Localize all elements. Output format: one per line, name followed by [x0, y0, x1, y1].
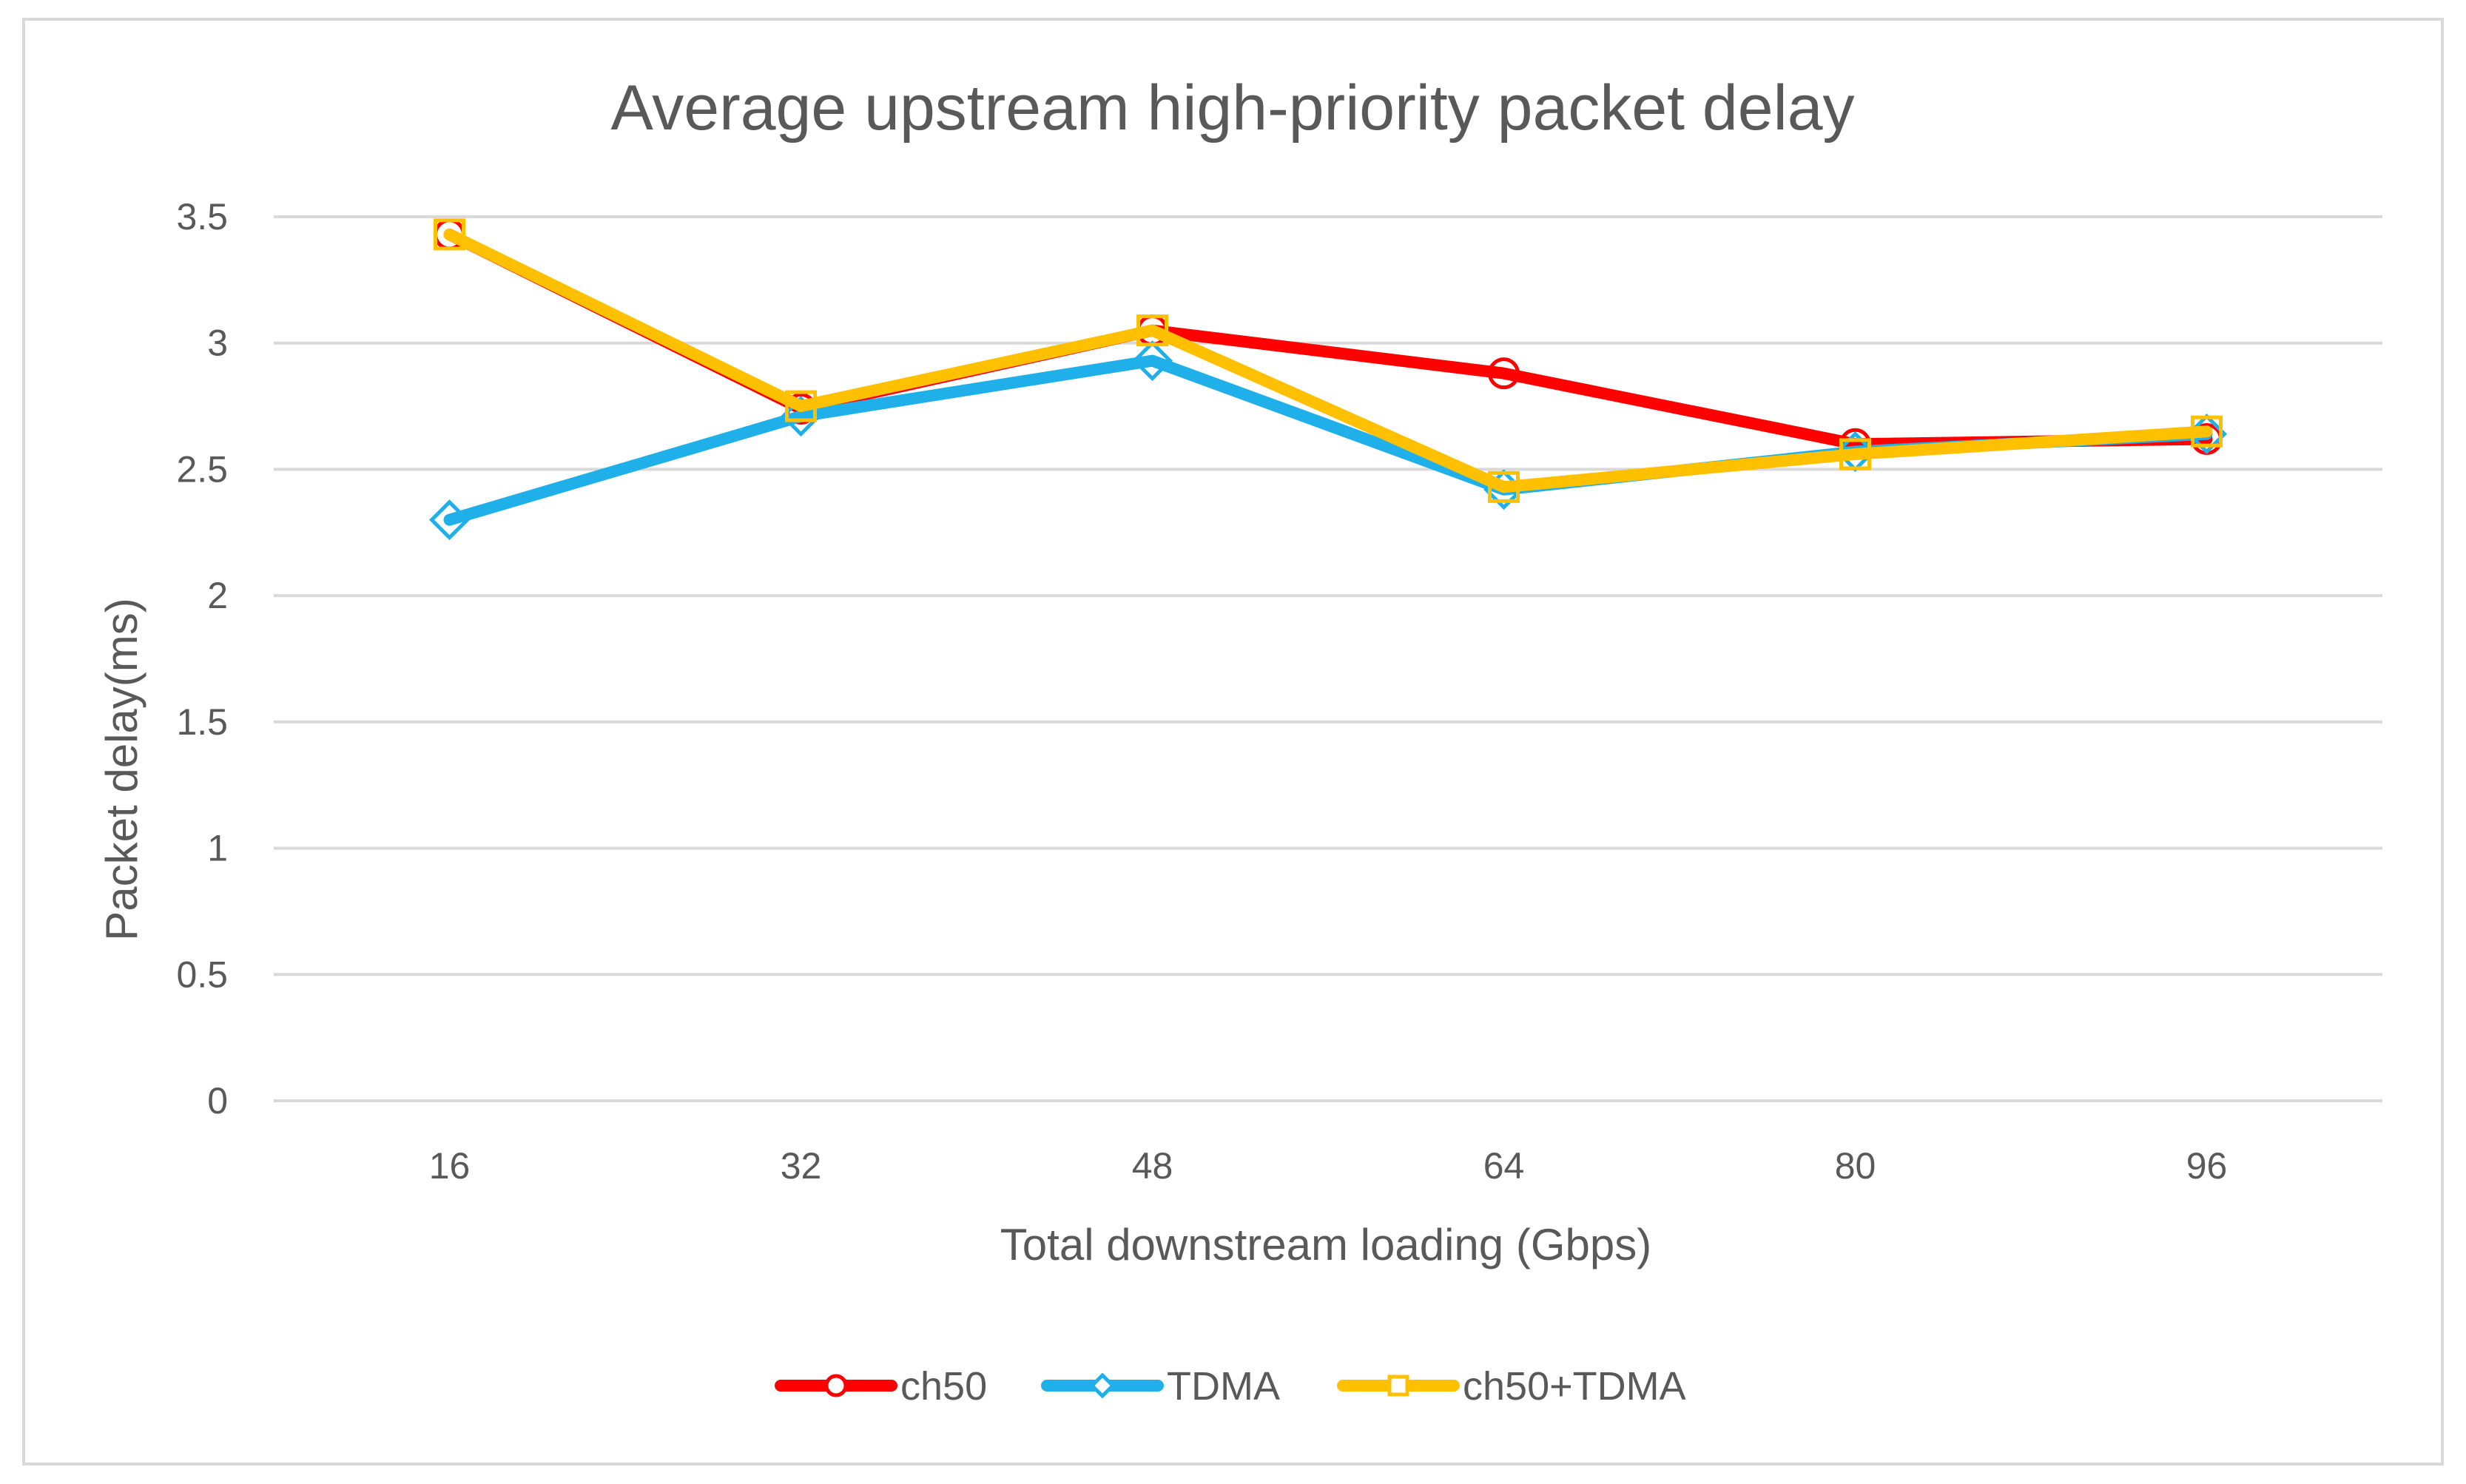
y-axis-label: Packet delay(ms) [97, 598, 146, 940]
data-series [428, 218, 2228, 541]
data-point-square-marker [785, 390, 817, 422]
y-tick-label: 2 [207, 575, 228, 616]
y-tick-label: 0 [207, 1080, 228, 1122]
series-line [443, 228, 2213, 493]
x-tick-label: 96 [2186, 1145, 2228, 1187]
y-axis-ticks: 0 0.5 1 1.5 2 2.5 3 3.5 [176, 196, 228, 1122]
data-point-diamond-marker [428, 499, 471, 541]
x-axis-ticks: 16 32 48 64 80 96 [429, 1145, 2228, 1187]
data-point-square-marker [1839, 438, 1871, 471]
legend-label: TDMA [1167, 1364, 1280, 1409]
gridlines [274, 215, 2382, 1102]
x-axis-label: Total downstream loading (Gbps) [1000, 1220, 1651, 1269]
y-tick-label: 0.5 [176, 954, 228, 995]
legend-item: TDMA [1041, 1364, 1280, 1409]
legend-label: ch50+TDMA [1463, 1364, 1686, 1409]
x-tick-label: 16 [429, 1145, 471, 1187]
x-tick-label: 32 [781, 1145, 822, 1187]
legend-circle-marker [824, 1374, 848, 1397]
y-tick-label: 1 [207, 828, 228, 869]
legend-item: ch50+TDMA [1337, 1364, 1686, 1409]
legend-square-marker [1387, 1375, 1409, 1397]
data-point-circle-marker [1488, 357, 1520, 390]
data-point-square-marker [1136, 314, 1168, 347]
data-point-square-marker [434, 218, 465, 251]
y-tick-label: 3.5 [176, 196, 228, 237]
data-point-diamond-marker [1131, 340, 1173, 382]
data-point-square-marker [1488, 471, 1520, 503]
legend-diamond-marker [1089, 1372, 1116, 1399]
y-tick-label: 1.5 [176, 701, 228, 743]
chart-frame [22, 18, 2444, 1466]
x-tick-label: 64 [1483, 1145, 1525, 1187]
series-2 [434, 218, 2223, 503]
chart-title: Average upstream high-priority packet de… [610, 72, 1854, 144]
legend: ch50 TDMA ch50+TDMA [775, 1364, 1686, 1409]
data-point-diamond-marker [780, 396, 822, 437]
x-tick-label: 48 [1132, 1145, 1173, 1187]
legend-label: ch50 [900, 1364, 987, 1409]
y-tick-label: 2.5 [176, 448, 228, 490]
y-tick-label: 3 [207, 323, 228, 364]
data-point-square-marker [2191, 415, 2223, 448]
x-tick-label: 80 [1835, 1145, 1876, 1187]
legend-item: ch50 [775, 1364, 987, 1409]
